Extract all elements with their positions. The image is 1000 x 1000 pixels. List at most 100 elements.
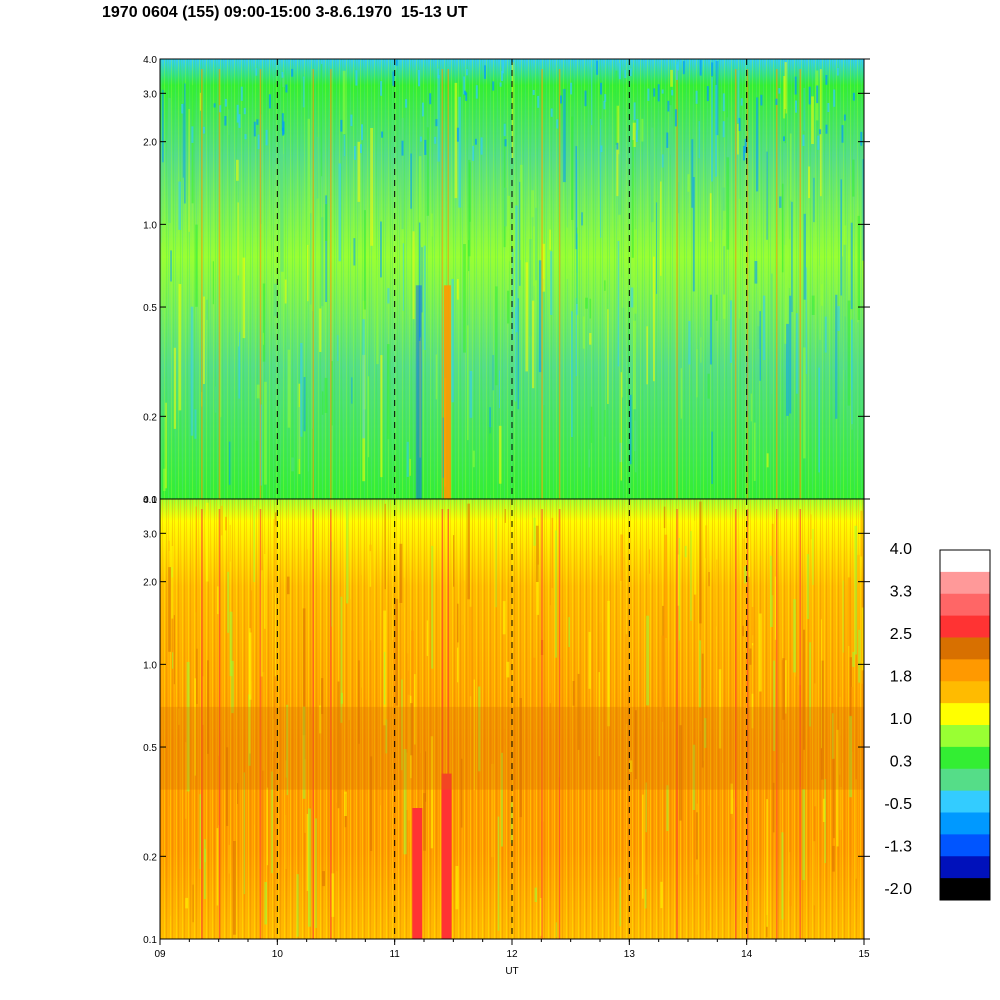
upper-speckle	[219, 105, 222, 113]
upper-streak	[284, 279, 287, 304]
upper-streak	[353, 238, 356, 266]
upper-streak	[843, 244, 847, 370]
lower-streak	[836, 729, 839, 847]
upper-speckle	[819, 129, 822, 135]
upper-speckle	[636, 119, 639, 131]
lower-streak	[395, 598, 399, 706]
upper-orange-column	[443, 285, 451, 499]
upper-speckle	[682, 61, 685, 75]
colorbar-swatch	[940, 681, 990, 704]
upper-streak	[228, 109, 230, 136]
upper-streak	[779, 196, 782, 208]
upper-streak	[170, 250, 172, 282]
lower-ytick-label: 4.0	[143, 495, 157, 506]
lower-streak	[788, 852, 791, 892]
lower-streak	[358, 660, 360, 744]
lower-streak	[772, 782, 775, 833]
lower-streak	[695, 812, 698, 860]
lower-ytick-label: 1.0	[143, 660, 157, 671]
upper-streak	[618, 154, 622, 215]
lower-streak	[744, 566, 747, 584]
lower-streak	[690, 531, 692, 621]
upper-streak	[163, 468, 166, 491]
upper-streak	[469, 371, 473, 418]
upper-speckle	[350, 114, 353, 127]
upper-streak	[264, 381, 267, 485]
upper-streak	[766, 453, 769, 468]
upper-speckle	[464, 90, 467, 96]
upper-speckle	[381, 131, 384, 138]
lower-streak	[751, 607, 754, 644]
colorbar-swatch	[940, 659, 990, 682]
upper-y-axis: 0.1 0.2 0.5 1.0 2.0 3.0 4.0	[143, 55, 870, 506]
upper-streak	[412, 231, 415, 320]
lower-streak	[677, 554, 680, 606]
lower-streak	[551, 517, 554, 589]
upper-streak	[337, 335, 339, 361]
upper-speckle	[738, 117, 741, 131]
x-tick-label: 15	[858, 949, 870, 960]
lower-streak	[806, 554, 810, 620]
upper-streak	[585, 297, 588, 309]
upper-speckle	[778, 88, 781, 94]
upper-speckle	[501, 70, 504, 81]
lower-event-line	[441, 509, 444, 939]
lower-streak	[664, 534, 668, 638]
upper-streak	[841, 256, 843, 382]
x-tick-label: 14	[741, 949, 753, 960]
upper-event-line	[218, 69, 221, 499]
upper-streak	[162, 89, 164, 163]
upper-streak	[370, 128, 374, 246]
upper-streak	[307, 244, 309, 302]
lower-streak	[266, 787, 269, 866]
upper-streak	[190, 306, 194, 436]
upper-speckle	[240, 86, 243, 101]
upper-streak	[753, 422, 756, 481]
upper-speckle	[676, 61, 679, 71]
upper-speckle	[502, 59, 504, 74]
colorbar-label: -1.3	[884, 839, 912, 856]
lower-streak	[204, 839, 206, 900]
lower-streak	[568, 617, 570, 647]
upper-ytick-label: 2.0	[143, 138, 157, 149]
lower-streak	[423, 793, 426, 851]
colorbar-label: 1.0	[890, 711, 912, 728]
lower-streak	[185, 897, 189, 909]
lower-streak	[360, 575, 362, 688]
upper-streak	[191, 85, 194, 204]
upper-speckle	[833, 89, 836, 107]
lower-streak	[743, 538, 745, 652]
chart-title: 1970 0604 (155) 09:00-15:00 3-8.6.1970 1…	[102, 4, 468, 21]
upper-speckle	[775, 98, 778, 105]
lower-streak	[460, 758, 463, 828]
lower-streak	[809, 642, 812, 727]
upper-streak	[803, 88, 805, 131]
lower-streak	[793, 599, 796, 673]
upper-streak	[282, 74, 285, 88]
upper-streak	[287, 349, 291, 428]
upper-streak	[678, 182, 680, 214]
upper-streak	[309, 213, 312, 305]
colorbar-frame	[939, 549, 991, 901]
upper-streak	[307, 397, 309, 472]
lower-streak	[220, 505, 223, 536]
lower-streak	[501, 752, 503, 847]
upper-streak	[324, 377, 328, 413]
upper-streak	[589, 298, 592, 319]
lower-streak	[599, 555, 602, 623]
upper-streak	[238, 332, 241, 399]
upper-speckle	[475, 85, 478, 99]
upper-speckle	[492, 81, 495, 91]
upper-streak	[307, 118, 310, 246]
lower-streak	[457, 647, 459, 683]
upper-streak	[418, 222, 421, 341]
upper-streak	[630, 287, 634, 308]
lower-streak	[344, 791, 347, 816]
upper-speckle	[744, 138, 747, 153]
lower-streak	[533, 517, 536, 546]
upper-streak	[173, 347, 176, 429]
lower-streak	[634, 710, 637, 779]
lower-streak	[369, 551, 372, 587]
upper-streak	[796, 313, 798, 394]
lower-streak	[555, 922, 557, 938]
